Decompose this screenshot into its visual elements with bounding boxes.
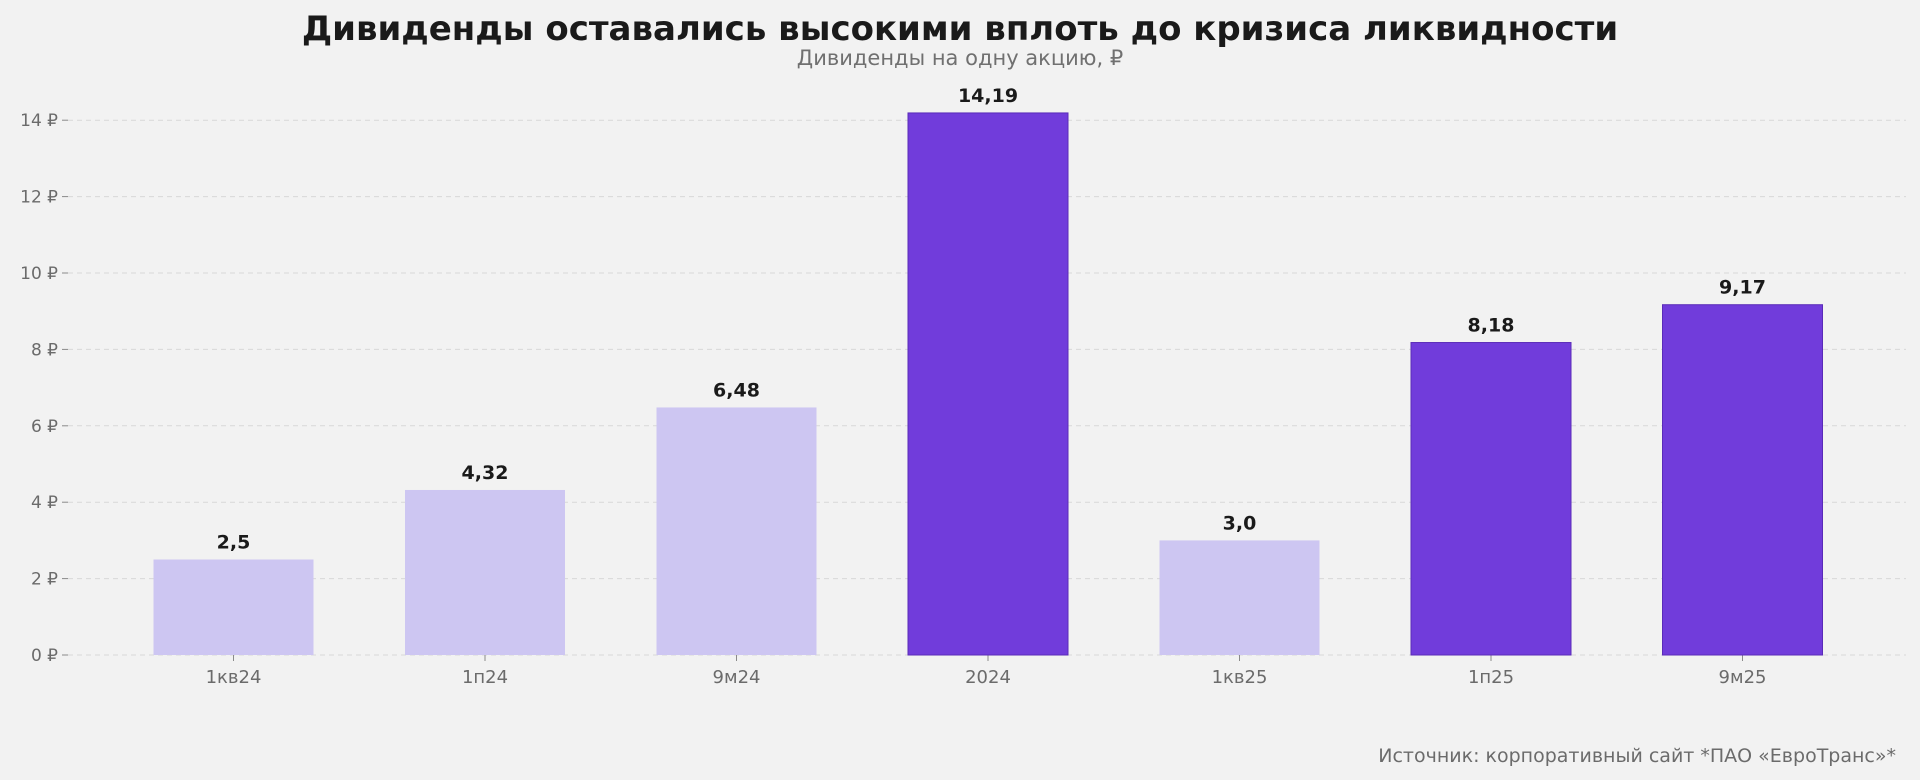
y-tick-label: 8 ₽ [31, 340, 58, 360]
y-tick-label: 6 ₽ [31, 417, 58, 437]
x-tick-label: 9м24 [713, 667, 761, 688]
y-tick-label: 14 ₽ [20, 111, 58, 131]
bar-1п25 [1410, 342, 1572, 656]
chart-title: Дивиденды оставались высокими вплоть до … [302, 9, 1618, 49]
bar-1п24 [405, 489, 565, 655]
x-tick-label: 1кв25 [1212, 667, 1268, 688]
x-tick-label: 2024 [965, 667, 1011, 688]
x-tick-label: 1кв24 [206, 667, 262, 688]
data-label: 14,19 [958, 85, 1018, 107]
data-label: 4,32 [462, 462, 509, 484]
y-tick-label: 12 ₽ [20, 188, 58, 208]
bar-2024 [907, 112, 1069, 656]
x-tick-label: 1п25 [1468, 667, 1514, 688]
data-label: 9,17 [1719, 277, 1766, 299]
labels: 0 ₽ 2 ₽ 4 ₽ 6 ₽ 8 ₽ 10 ₽ 12 ₽ 14 ₽ 2,5 1кв24 4,32 1… [20, 85, 1766, 688]
bar-9м25 [1662, 304, 1823, 656]
bar-1кв24 [153, 559, 314, 655]
data-label: 2,5 [217, 532, 251, 554]
source-note: Источник: корпоративный сайт *ПАО «ЕвроТ… [1378, 745, 1896, 767]
y-tick-label: 10 ₽ [20, 264, 58, 284]
data-label: 8,18 [1468, 315, 1515, 337]
bars [153, 112, 1823, 656]
y-tick-label: 0 ₽ [31, 646, 58, 666]
bar-9м24 [656, 407, 817, 655]
data-label: 6,48 [713, 379, 760, 401]
x-tick-label: 1п24 [462, 667, 508, 688]
data-label: 3,0 [1223, 512, 1257, 534]
x-tick-label: 9м25 [1719, 667, 1767, 688]
chart-subtitle: Дивиденды на одну акцию, ₽ [797, 46, 1123, 70]
y-tick-label: 4 ₽ [31, 493, 58, 513]
y-tick-label: 2 ₽ [31, 570, 58, 590]
bar-1кв25 [1159, 540, 1320, 655]
